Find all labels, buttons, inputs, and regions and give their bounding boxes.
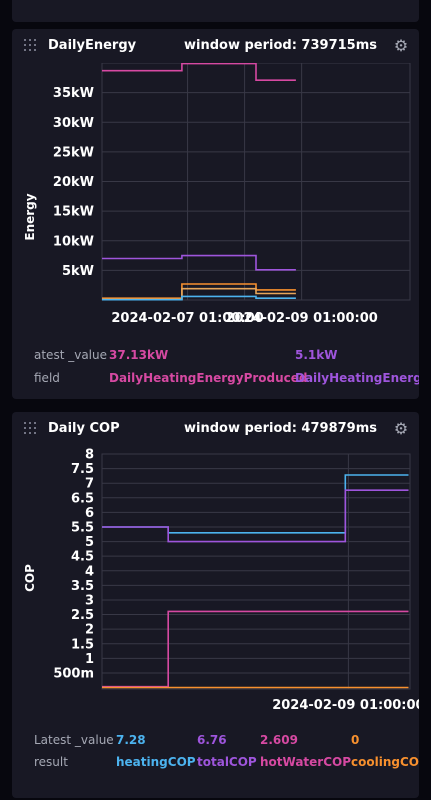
y-tick-label: 4 bbox=[85, 564, 94, 579]
x-tick-label: 2024-02-07 01:00:00 bbox=[111, 311, 263, 326]
y-tick-label: 15kW bbox=[53, 205, 94, 220]
series-line bbox=[102, 610, 409, 688]
drag-handle-icon[interactable] bbox=[24, 39, 38, 53]
y-tick-label: 6.5 bbox=[71, 491, 94, 506]
legend-field-label: result bbox=[34, 755, 68, 769]
y-tick-label: 35kW bbox=[53, 86, 94, 101]
series-line bbox=[102, 283, 296, 299]
legend-series-name: heatingCOP bbox=[116, 755, 196, 769]
daily-cop-cell: Daily COP window period: 479879ms ⚙ 500m… bbox=[12, 412, 419, 798]
y-tick-label: 2.5 bbox=[71, 608, 94, 623]
y-tick-label: 5.5 bbox=[71, 520, 94, 535]
y-tick-label: 4.5 bbox=[71, 550, 94, 565]
legend-series-name: DailyHeatingEnergyProduced bbox=[109, 371, 308, 385]
previous-cell bbox=[12, 0, 419, 22]
y-tick-label: 7 bbox=[85, 477, 94, 492]
legend-value: 5.1kW bbox=[295, 348, 338, 362]
legend-series-name: hotWaterCOP bbox=[260, 755, 352, 769]
grid bbox=[101, 453, 411, 690]
cell-title: Daily COP bbox=[48, 421, 120, 436]
y-tick-label: 5kW bbox=[62, 264, 94, 279]
legend-value: 7.28 bbox=[116, 733, 146, 747]
plot-frame bbox=[101, 453, 411, 690]
x-tick-label: 2024-02-09 01:00:00 bbox=[272, 698, 419, 713]
y-tick-label: 20kW bbox=[53, 175, 94, 190]
legend-series-name: coolingCO bbox=[351, 755, 419, 769]
series-line bbox=[102, 489, 409, 543]
legend-latest-label: Latest _value bbox=[34, 733, 114, 747]
energy-chart: 5kW 10kW 15kW 20kW 25kW 30kW 35kW 2024-02-07 01… bbox=[23, 63, 411, 326]
legend-value: 0 bbox=[351, 733, 360, 747]
y-tick-label: 3 bbox=[85, 593, 94, 608]
legend-series-name: totalCOP bbox=[197, 755, 257, 769]
legend-series-name: DailyHeatingEnergy bbox=[295, 371, 419, 385]
series-line bbox=[102, 63, 296, 82]
y-tick-label: 6 bbox=[85, 506, 94, 521]
cell-title: DailyEnergy bbox=[48, 38, 137, 53]
y-tick-label: 7.5 bbox=[71, 462, 94, 477]
grid bbox=[101, 63, 411, 301]
y-tick-label: 3.5 bbox=[71, 579, 94, 594]
daily-energy-cell: DailyEnergy window period: 739715ms ⚙ 5k… bbox=[12, 29, 419, 399]
series-line bbox=[102, 254, 296, 271]
y-tick-label: 30kW bbox=[53, 116, 94, 131]
y-tick-label: 5 bbox=[85, 535, 94, 550]
legend-value: 2.609 bbox=[260, 733, 298, 747]
y-tick-label: 2 bbox=[85, 623, 94, 638]
drag-handle-icon[interactable] bbox=[24, 422, 38, 436]
y-tick-label: 8 bbox=[85, 448, 94, 463]
y-tick-label: 10kW bbox=[53, 234, 94, 249]
y-tick-label: 25kW bbox=[53, 145, 94, 160]
window-period: window period: 479879ms bbox=[183, 421, 377, 436]
y-axis-label: Energy bbox=[23, 193, 37, 240]
x-tick-label: 2024-02-09 01:00:00 bbox=[225, 311, 377, 326]
legend-field-label: field bbox=[34, 371, 60, 385]
gear-icon[interactable]: ⚙ bbox=[393, 419, 409, 438]
y-tick-label: 1 bbox=[85, 652, 94, 667]
y-axis-label: COP bbox=[23, 564, 37, 592]
legend-value: 37.13kW bbox=[109, 348, 169, 362]
y-tick-label: 500m bbox=[53, 666, 94, 681]
series-line bbox=[102, 295, 296, 301]
gear-icon[interactable]: ⚙ bbox=[393, 36, 409, 55]
legend-latest-label: atest _value bbox=[34, 348, 107, 362]
cell-header: DailyEnergy window period: 739715ms ⚙ bbox=[12, 29, 419, 63]
window-period: window period: 739715ms bbox=[183, 38, 377, 53]
y-tick-label: 1.5 bbox=[71, 637, 94, 652]
plot-frame bbox=[101, 63, 411, 301]
legend-value: 6.76 bbox=[197, 733, 227, 747]
cell-header: Daily COP window period: 479879ms ⚙ bbox=[12, 412, 419, 446]
